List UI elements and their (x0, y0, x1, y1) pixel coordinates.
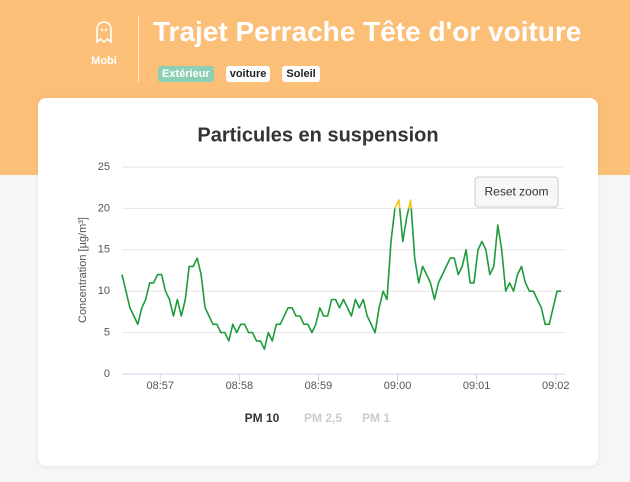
separator (138, 16, 139, 82)
legend-item[interactable]: PM 10 (245, 411, 280, 425)
tags: Extérieur voiture Soleil (158, 66, 320, 82)
x-tick-label: 09:02 (542, 380, 570, 392)
tag: Soleil (282, 66, 320, 82)
x-tick-label: 09:00 (384, 380, 412, 392)
y-tick-label: 5 (104, 327, 110, 339)
legend-item[interactable]: PM 2,5 (304, 411, 342, 425)
y-tick-label: 25 (98, 161, 110, 173)
y-tick-label: 10 (98, 285, 110, 297)
series-line (121, 208, 561, 350)
reset-zoom-button[interactable]: Reset zoom (474, 176, 559, 208)
y-tick-label: 0 (104, 368, 110, 380)
legend-item[interactable]: PM 1 (362, 411, 390, 425)
y-axis-label: Concentration [µg/m³] (77, 217, 89, 323)
x-tick-label: 08:59 (305, 380, 333, 392)
x-tick-label: 08:57 (146, 380, 174, 392)
page-title: Trajet Perrache Tête d'or voiture (153, 16, 582, 47)
y-tick-label: 15 (98, 244, 110, 256)
button-background (474, 176, 559, 208)
tag: voiture (225, 66, 271, 82)
button-label: Reset zoom (484, 185, 548, 199)
x-tick-label: 09:01 (463, 380, 491, 392)
app-name: Mobi (91, 55, 117, 67)
tag: Extérieur (158, 66, 214, 82)
app-logo[interactable]: Mobi (84, 20, 124, 67)
ghost-icon (96, 21, 112, 44)
x-tick-label: 08:58 (226, 380, 254, 392)
y-tick-label: 20 (98, 202, 110, 214)
chart-title: Particules en suspension (197, 124, 438, 146)
